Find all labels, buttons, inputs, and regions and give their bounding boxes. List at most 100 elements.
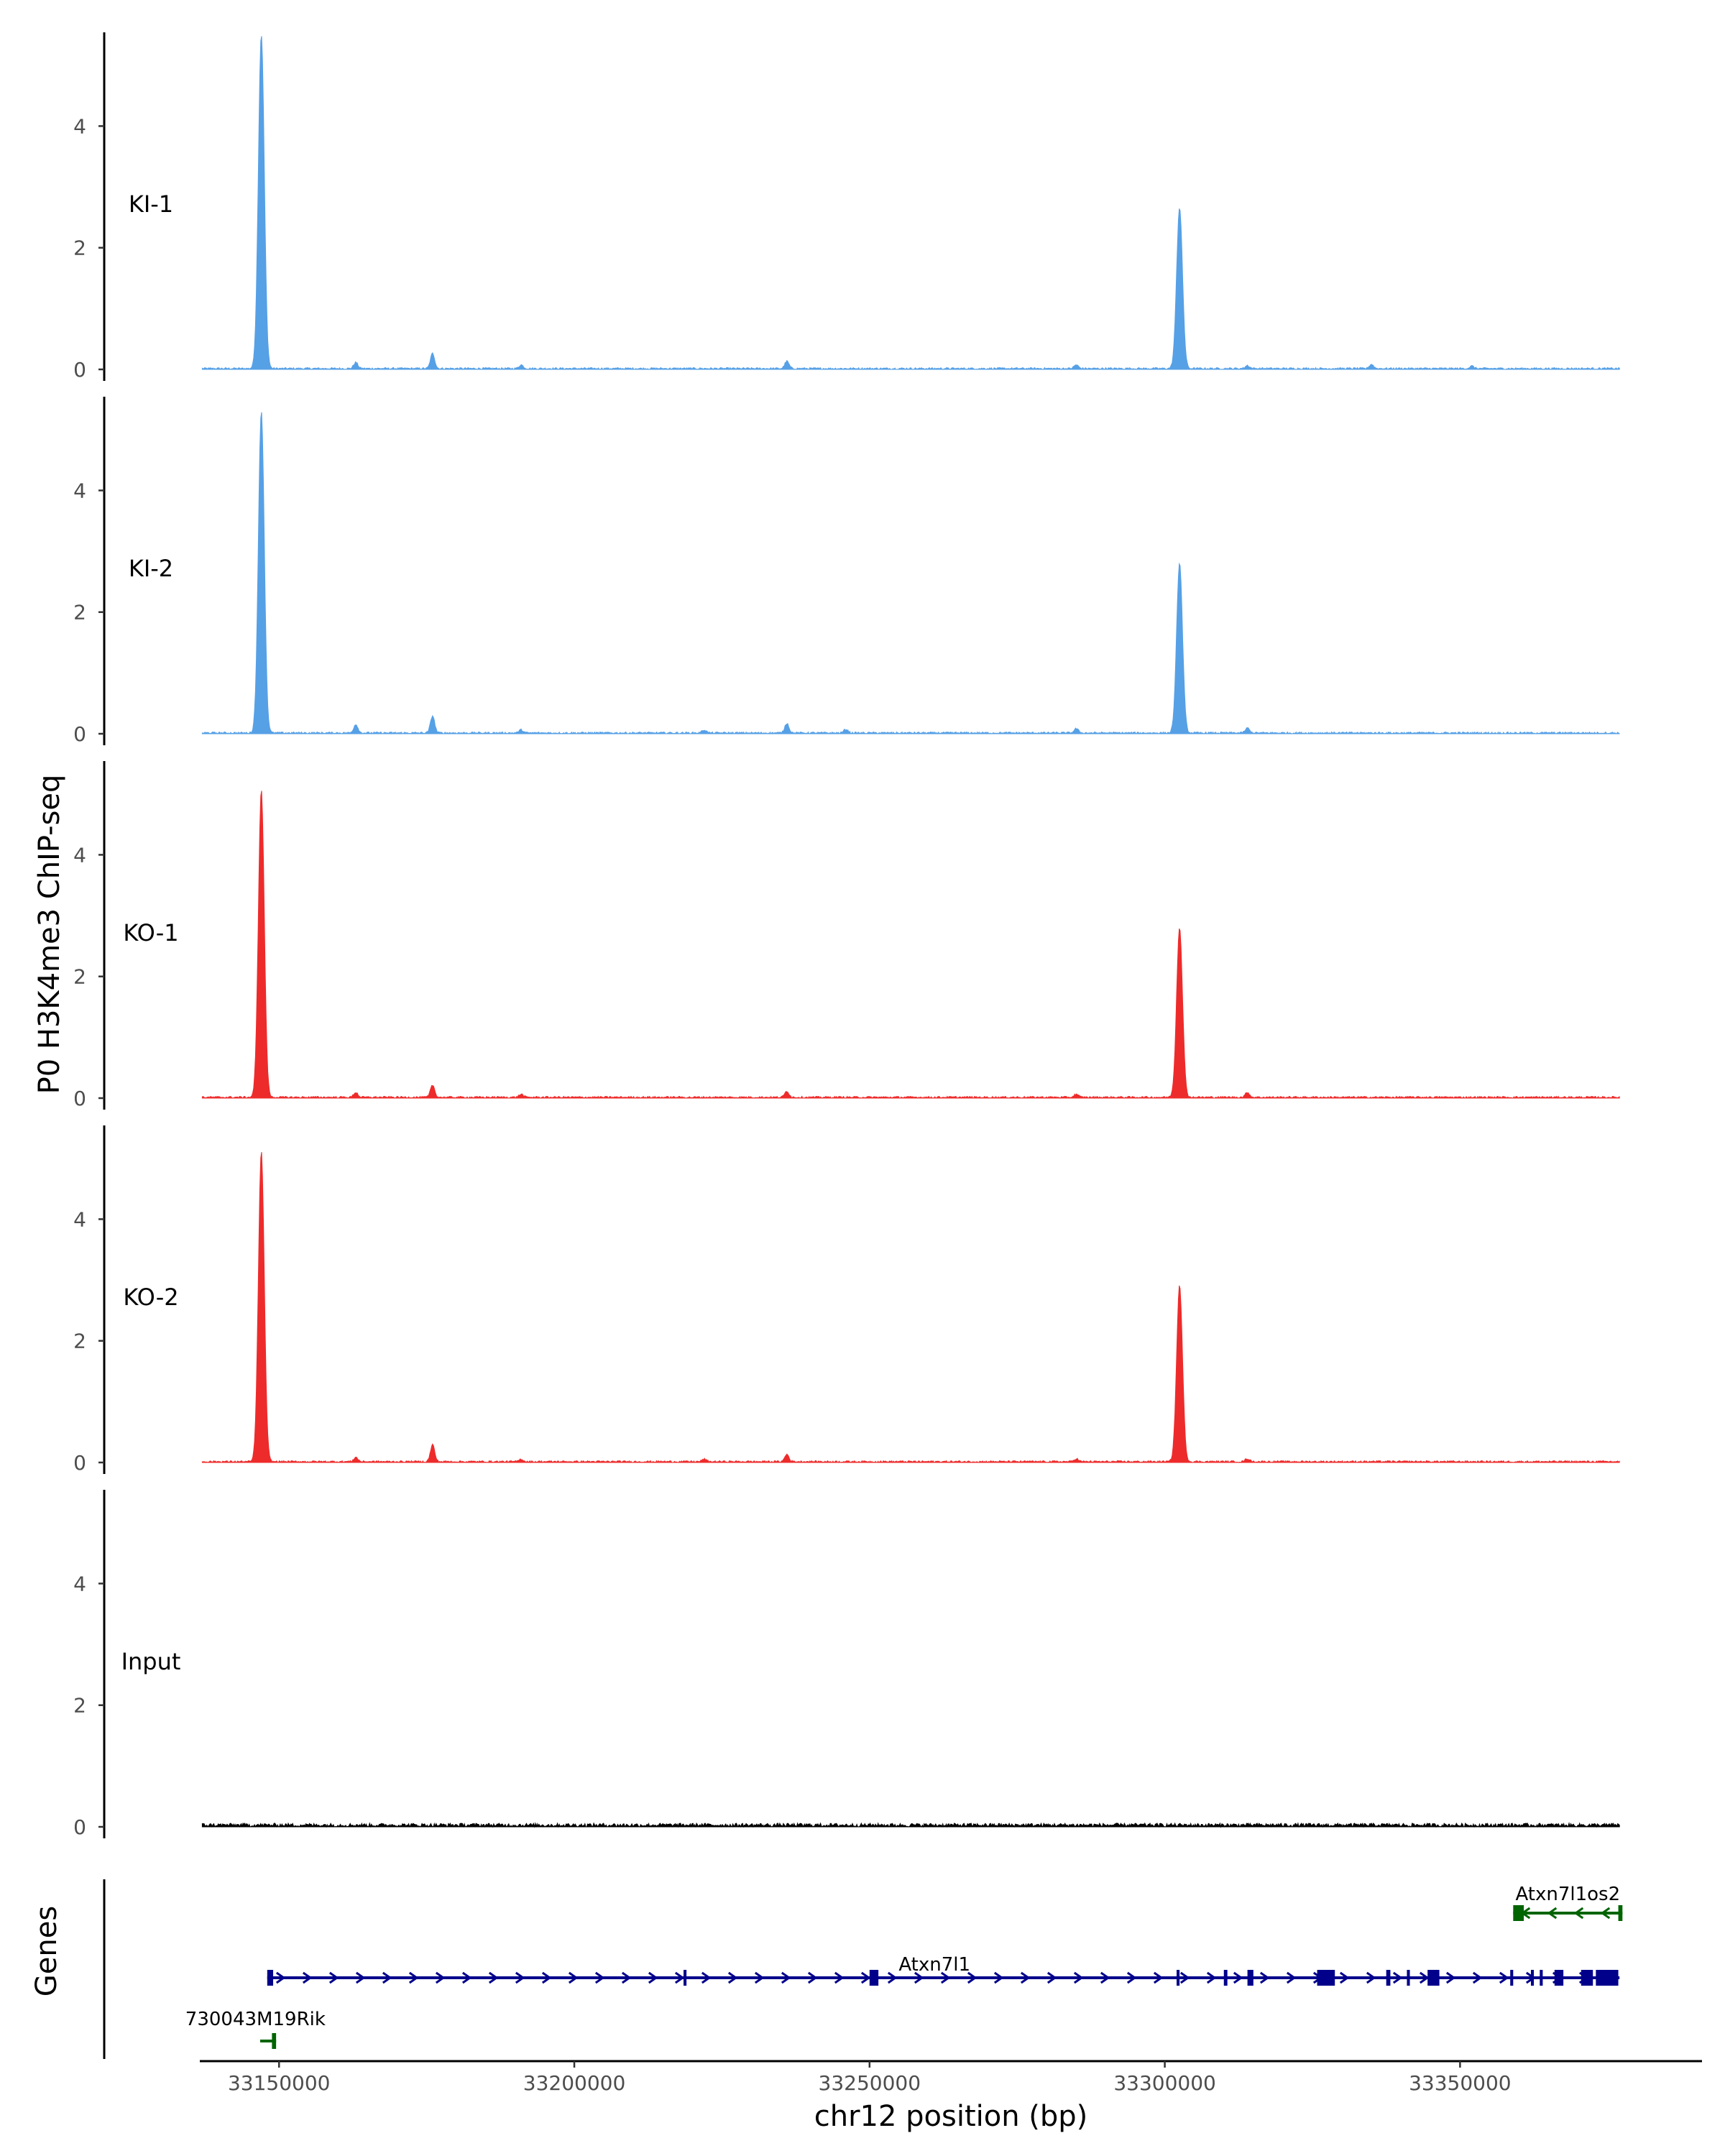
gene-atxn7l1: Atxn7l1 — [267, 1954, 1620, 1986]
y-tick-label: 0 — [73, 1451, 86, 1475]
strand-arrow — [914, 1971, 924, 1984]
strand-arrow — [355, 1971, 366, 1984]
track-label: KO-2 — [123, 1284, 178, 1311]
strand-arrow — [1366, 1971, 1376, 1984]
strand-arrow — [674, 1971, 685, 1984]
track-label: KO-1 — [123, 919, 178, 946]
strand-arrow — [1392, 1971, 1403, 1984]
x-tick-label: 33300000 — [1113, 2071, 1216, 2095]
track-ki-1: 0 2 4 KI-1 — [73, 32, 1620, 382]
strand-arrow — [1600, 1907, 1611, 1920]
strand-arrow — [1179, 1971, 1190, 1984]
strand-arrow — [834, 1971, 845, 1984]
y-tick-label: 4 — [73, 479, 86, 502]
exon — [684, 1970, 687, 1986]
strand-arrow — [1259, 1971, 1270, 1984]
strand-arrow — [382, 1971, 392, 1984]
x-tick-label: 33250000 — [819, 2071, 921, 2095]
gene-label: Atxn7l1 — [898, 1954, 970, 1976]
strand-arrow — [1419, 1971, 1430, 1984]
strand-arrow — [967, 1971, 978, 1984]
y-tick-label: 0 — [73, 1087, 86, 1110]
strand-arrow — [1472, 1971, 1483, 1984]
strand-arrow — [887, 1971, 898, 1984]
exon — [272, 2033, 277, 2049]
exon — [1386, 1970, 1391, 1986]
y-tick-label: 2 — [73, 601, 86, 625]
y-tick-label: 0 — [73, 722, 86, 746]
exon — [1540, 1970, 1543, 1986]
strand-arrow — [621, 1971, 632, 1984]
gene-label: 730043M19Rik — [185, 2009, 326, 2030]
x-tick-label: 33150000 — [228, 2071, 331, 2095]
strand-arrow — [1233, 1971, 1243, 1984]
exon — [1530, 1970, 1535, 1986]
strand-arrow — [1445, 1971, 1456, 1984]
strand-arrow — [1573, 1907, 1584, 1920]
exon — [1618, 1905, 1623, 1921]
strand-arrow — [1073, 1971, 1084, 1984]
track-label: KI-2 — [129, 555, 173, 582]
y-tick-label: 0 — [73, 358, 86, 382]
y-tick-label: 2 — [73, 965, 86, 989]
strand-arrow — [1126, 1971, 1137, 1984]
y-tick-label: 2 — [73, 1330, 86, 1353]
track-ki-2: 0 2 4 KI-2 — [73, 397, 1620, 746]
strand-arrow — [648, 1971, 658, 1984]
strand-arrow — [435, 1971, 446, 1984]
strand-arrow — [1547, 1907, 1558, 1920]
exon — [1427, 1970, 1440, 1986]
strand-arrow — [1100, 1971, 1110, 1984]
exon — [1554, 1970, 1564, 1986]
track-ko-1: 0 2 4 KO-1 — [73, 761, 1620, 1110]
strand-arrow — [993, 1971, 1004, 1984]
strand-arrow — [328, 1971, 339, 1984]
strand-arrow — [1206, 1971, 1217, 1984]
coverage-area-input — [201, 1822, 1620, 1828]
x-axis-title: chr12 position (bp) — [814, 2100, 1088, 2133]
exon — [1510, 1970, 1514, 1986]
track-label: KI-1 — [129, 190, 173, 218]
strand-arrow — [754, 1971, 765, 1984]
exon — [1407, 1970, 1410, 1986]
y-tick-label: 4 — [73, 1207, 86, 1231]
gene-label: Atxn7l1os2 — [1515, 1884, 1620, 1905]
strand-arrow — [461, 1971, 472, 1984]
strand-arrow — [860, 1971, 871, 1984]
track-input: 0 2 4 Input — [73, 1490, 1620, 1839]
y-tick-label: 0 — [73, 1815, 86, 1839]
coverage-area-ko-1 — [201, 791, 1620, 1100]
exon — [1317, 1970, 1335, 1986]
y-tick-label: 2 — [73, 1694, 86, 1718]
y-tick-label: 4 — [73, 114, 86, 138]
y-tick-label: 4 — [73, 843, 86, 867]
strand-arrow — [727, 1971, 738, 1984]
strand-arrow — [488, 1971, 499, 1984]
coverage-area-ki-2 — [201, 412, 1620, 735]
exon — [869, 1970, 879, 1986]
strand-arrow — [275, 1971, 286, 1984]
exon — [267, 1970, 274, 1986]
strand-arrow — [568, 1971, 579, 1984]
exon — [1223, 1970, 1228, 1986]
strand-arrow — [701, 1971, 712, 1984]
strand-arrow — [408, 1971, 419, 1984]
exon — [1247, 1970, 1254, 1986]
strand-arrow — [1046, 1971, 1057, 1984]
strand-arrow — [940, 1971, 951, 1984]
exon — [1581, 1970, 1593, 1986]
strand-arrow — [1020, 1971, 1031, 1984]
track-label: Input — [121, 1648, 181, 1675]
y-axis-title: P0 H3K4me3 ChIP-seq — [33, 775, 66, 1095]
strand-arrow — [807, 1971, 818, 1984]
strand-arrow — [1499, 1971, 1509, 1984]
x-tick-label: 33200000 — [523, 2071, 626, 2095]
x-tick-label: 33350000 — [1409, 2071, 1512, 2095]
coverage-area-ki-1 — [201, 36, 1620, 371]
track-ko-2: 0 2 4 KO-2 — [73, 1125, 1620, 1475]
strand-arrow — [302, 1971, 313, 1984]
strand-arrow — [1339, 1971, 1350, 1984]
gene-annotation-panel: Atxn7l1os2 Atxn7l1 730043M19Rik — [103, 1879, 1623, 2059]
strand-arrow — [515, 1971, 525, 1984]
